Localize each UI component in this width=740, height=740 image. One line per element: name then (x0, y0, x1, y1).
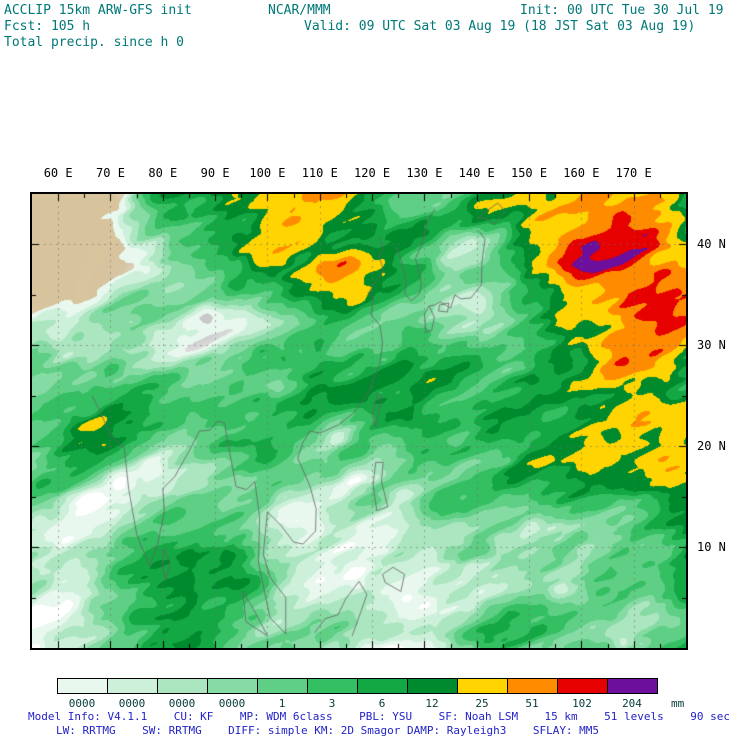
colorbar-tick-label: 0000 (168, 697, 196, 710)
field-description: Total precip. since h 0 (4, 35, 185, 50)
map-frame (30, 192, 688, 650)
colorbar-tick-label: 0000 (118, 697, 146, 710)
lon-tick-label: 160 E (563, 166, 600, 180)
lon-tick-label: 60 E (43, 166, 73, 180)
colorbar-box-10 (557, 678, 608, 694)
colorbar-tick-label: 25 (475, 697, 489, 710)
colorbar-box-2 (157, 678, 208, 694)
colorbar-tick-label: 102 (572, 697, 592, 710)
lon-tick-label: 110 E (301, 166, 338, 180)
lon-tick-label: 140 E (458, 166, 495, 180)
org-label: NCAR/MMM (268, 3, 331, 18)
colorbar-box-6 (357, 678, 408, 694)
colorbar-box-8 (457, 678, 508, 694)
forecast-hour: Fcst: 105 h (4, 19, 91, 34)
model-info-line1: Model Info: V4.1.1 CU: KF MP: WDM 6class… (28, 710, 730, 723)
colorbar-box-11 (607, 678, 658, 694)
valid-time-label: Valid: 09 UTC Sat 03 Aug 19 (18 JST Sat … (304, 19, 696, 34)
lat-tick-label: 40 N (697, 237, 726, 252)
colorbar-box-3 (207, 678, 258, 694)
colorbar-box-1 (107, 678, 158, 694)
colorbar-tick-label: 204 (622, 697, 642, 710)
model-info-line2: LW: RRTMG SW: RRTMG DIFF: simple KM: 2D … (56, 724, 600, 737)
colorbar-box-7 (407, 678, 458, 694)
lon-tick-label: 70 E (96, 166, 125, 180)
model-title: ACCLIP 15km ARW-GFS init (4, 3, 192, 18)
lat-tick-label: 30 N (697, 338, 726, 353)
colorbar-tick-label: 6 (378, 697, 386, 710)
colorbar-unit-label: mm (671, 697, 685, 710)
lon-tick-label: 90 E (200, 166, 230, 180)
colorbar-tick-label: 51 (525, 697, 539, 710)
lon-tick-label: 150 E (510, 166, 548, 180)
colorbar-box-9 (507, 678, 558, 694)
lon-tick-label: 170 E (615, 166, 652, 180)
colorbar-tick-label: 12 (425, 697, 439, 710)
lat-tick-label: 10 N (697, 540, 726, 555)
colorbar-box-4 (257, 678, 308, 694)
lon-tick-label: 120 E (354, 166, 391, 180)
lat-tick-label: 20 N (697, 439, 726, 454)
lon-tick-label: 80 E (148, 166, 178, 180)
init-time-label: Init: 00 UTC Tue 30 Jul 19 (520, 3, 724, 18)
colorbar-tick-label: 0000 (68, 697, 96, 710)
precip-map-canvas (32, 194, 686, 648)
colorbar-box-5 (307, 678, 358, 694)
lon-tick-label: 100 E (249, 166, 286, 180)
colorbar-tick-label: 0000 (218, 697, 246, 710)
colorbar-tick-label: 3 (328, 697, 336, 710)
lon-tick-label: 130 E (406, 166, 443, 180)
colorbar-box-0 (57, 678, 108, 694)
colorbar-tick-label: 1 (278, 697, 286, 710)
